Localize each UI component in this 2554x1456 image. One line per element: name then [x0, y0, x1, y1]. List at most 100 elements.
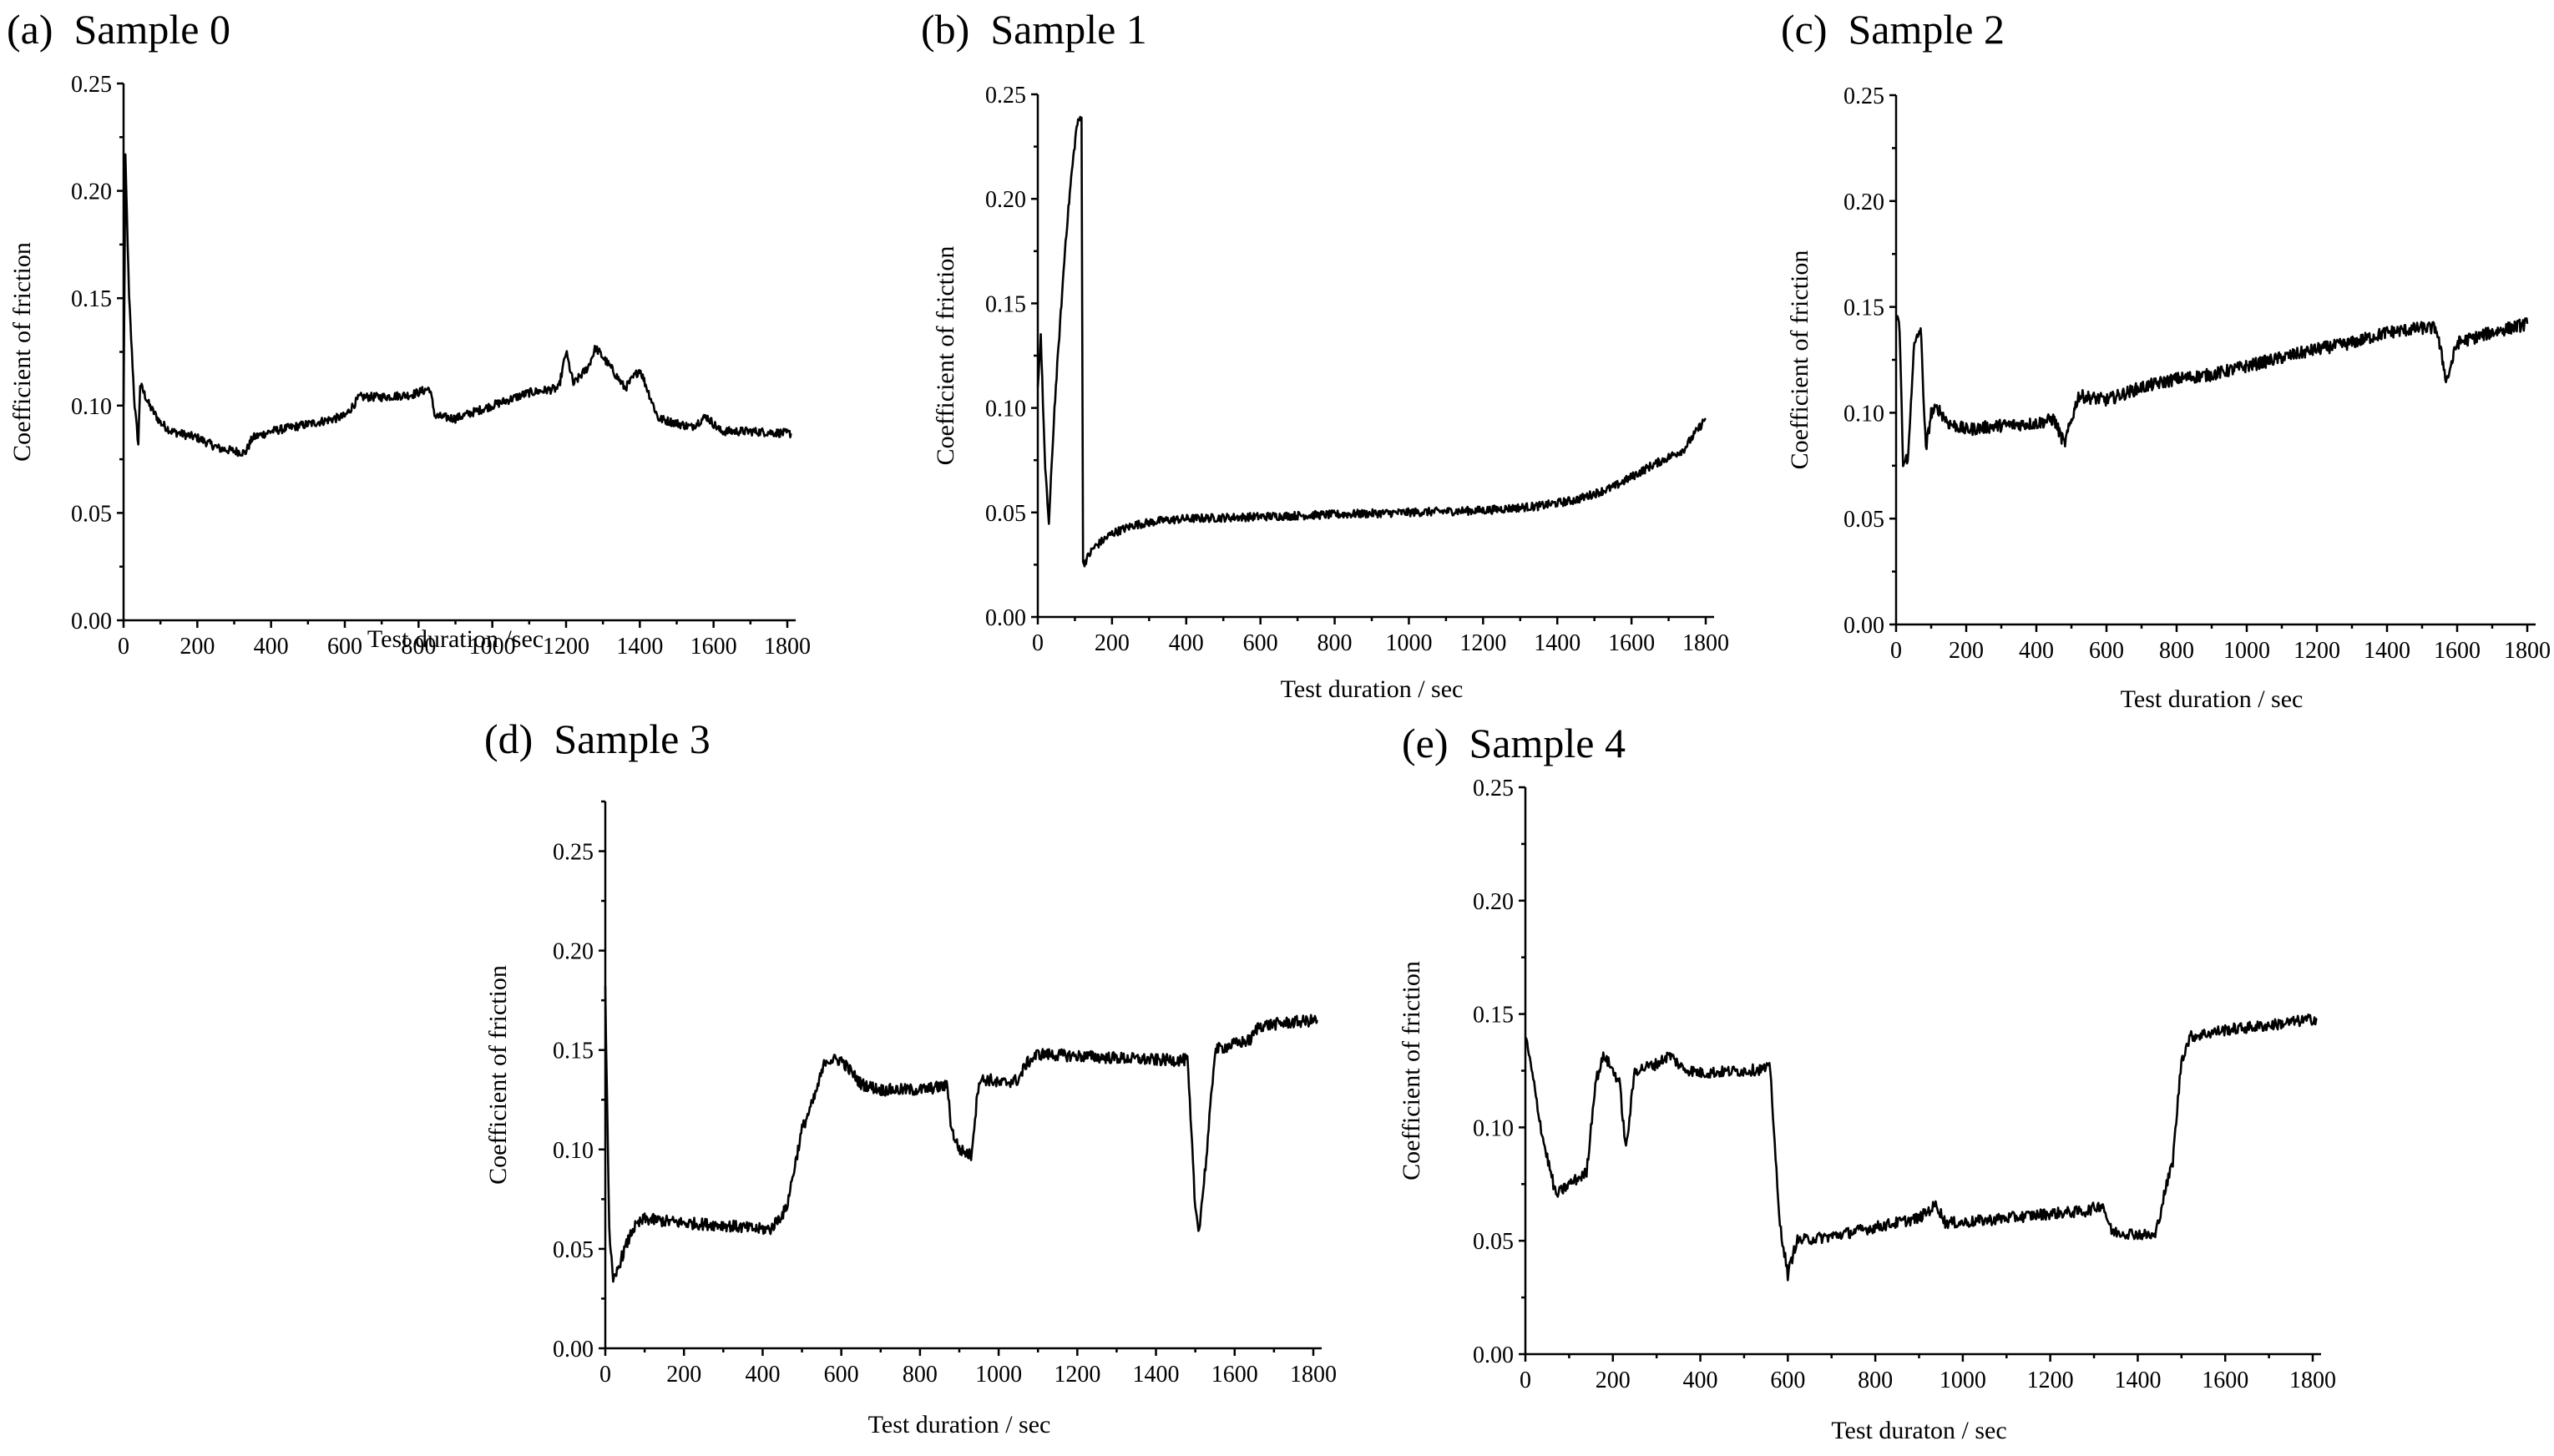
panel-title: (e) Sample 4	[1402, 720, 1626, 766]
x-tick-label: 800	[401, 634, 436, 660]
y-axis-label: Coefficient of friction	[1786, 250, 1813, 470]
x-tick-label: 1000	[2223, 638, 2270, 664]
series-line	[1036, 115, 1707, 568]
x-tick-label: 0	[1520, 1368, 1531, 1393]
y-tick-label: 0.25	[1473, 776, 1514, 801]
x-tick-label: 1600	[2434, 638, 2481, 664]
series-line	[1525, 1013, 2318, 1282]
y-tick-label: 0.25	[553, 840, 594, 866]
x-tick-label: 400	[745, 1362, 780, 1388]
x-tick-label: 800	[903, 1362, 938, 1388]
panel-title: (a) Sample 0	[7, 6, 230, 53]
x-tick-label: 800	[1858, 1368, 1893, 1393]
x-tick-label: 1000	[469, 634, 516, 660]
panel-title-gap	[1828, 6, 1848, 53]
y-tick-label: 0.20	[1843, 190, 1884, 215]
y-tick-label: 0.10	[553, 1138, 594, 1164]
panel-title: (d) Sample 3	[484, 715, 711, 762]
y-axis-label: Coefficient of friction	[484, 965, 512, 1185]
panel-e: (e) Sample 4 0.00 0.05 0.10 0.15 0.20 0.25 0 200…	[1398, 720, 2336, 1444]
y-tick-label: 0.20	[71, 179, 112, 205]
panel-title-text: Sample 2	[1848, 6, 2005, 53]
y-tick-label: 0.05	[1843, 507, 1884, 533]
y-tick-label: 0.05	[985, 501, 1026, 527]
x-tick-label: 1400	[1133, 1362, 1180, 1388]
panel-label: (d)	[484, 715, 533, 762]
x-tick-label: 1000	[1385, 630, 1432, 656]
panel-title-text: Sample 0	[74, 6, 230, 53]
y-tick-label: 0.05	[71, 501, 112, 527]
y-tick-label: 0.00	[1843, 613, 1884, 639]
panel-label: (a)	[7, 6, 53, 53]
y-tick-label: 0.10	[1843, 401, 1884, 427]
panel-title-text: Sample 1	[990, 6, 1146, 53]
y-axis-label: Coefficient of friction	[8, 242, 36, 462]
x-tick-label: 200	[1949, 638, 1984, 664]
panel-title: (c) Sample 2	[1781, 6, 2005, 53]
x-tick-label: 1600	[1211, 1362, 1258, 1388]
y-tick-label: 0.15	[71, 286, 112, 312]
panel-label: (c)	[1781, 6, 1828, 53]
panel-title-text: Sample 4	[1469, 720, 1626, 766]
x-tick-label: 1600	[1608, 630, 1655, 656]
series-line	[122, 153, 792, 458]
panel-title: (b) Sample 1	[921, 6, 1147, 53]
panel-a: (a) Sample 0 0.00 0.05 0.10 0.15 0.20 0.25 0 200…	[7, 6, 811, 660]
y-axis-label: Coefficient of friction	[1398, 961, 1425, 1180]
y-tick-label: 0.25	[1843, 83, 1884, 109]
x-tick-label: 1000	[975, 1362, 1022, 1388]
x-tick-label: 1400	[1534, 630, 1580, 656]
x-tick-label: 200	[180, 634, 215, 660]
x-tick-label: 600	[327, 634, 362, 660]
panel-title-gap	[53, 6, 74, 53]
x-axis-label: Test duration / sec	[2121, 685, 2304, 713]
y-tick-label: 0.20	[985, 187, 1026, 213]
x-tick-label: 400	[1683, 1368, 1718, 1393]
y-tick-label: 0.25	[71, 72, 112, 98]
y-tick-label: 0.00	[553, 1337, 594, 1362]
y-tick-label: 0.15	[1843, 296, 1884, 321]
x-tick-label: 200	[1596, 1368, 1631, 1393]
x-tick-label: 1200	[2027, 1368, 2074, 1393]
x-tick-label: 1200	[1054, 1362, 1100, 1388]
panel-title-gap	[969, 6, 990, 53]
x-tick-label: 0	[118, 634, 129, 660]
x-tick-label: 1800	[1290, 1362, 1337, 1388]
y-tick-label: 0.00	[1473, 1342, 1514, 1368]
x-tick-label: 1800	[764, 634, 811, 660]
y-tick-label: 0.15	[1473, 1003, 1514, 1029]
panel-label: (b)	[921, 6, 969, 53]
x-tick-label: 1000	[1940, 1368, 1986, 1393]
panel-title-gap	[1449, 720, 1469, 766]
panel-c: (c) Sample 2 0.00 0.05 0.10 0.15 0.20 0.25 0 200…	[1781, 6, 2551, 713]
y-tick-label: 0.05	[1473, 1229, 1514, 1255]
x-tick-label: 400	[1169, 630, 1204, 656]
y-axis-label: Coefficient of friction	[932, 246, 959, 466]
panel-d: (d) Sample 3 0.00 0.05 0.10 0.15 0.20 0.25 0 200…	[484, 715, 1337, 1438]
x-axis-label: Test duration / sec	[868, 1411, 1051, 1438]
series-line	[604, 986, 1318, 1283]
x-tick-label: 400	[254, 634, 289, 660]
x-tick-label: 1600	[690, 634, 737, 660]
y-tick-label: 0.00	[985, 605, 1026, 631]
x-tick-label: 0	[599, 1362, 611, 1388]
y-tick-label: 0.20	[553, 939, 594, 965]
panel-label: (e)	[1402, 720, 1449, 766]
x-tick-label: 1600	[2202, 1368, 2248, 1393]
x-tick-label: 200	[666, 1362, 701, 1388]
y-tick-label: 0.05	[553, 1237, 594, 1263]
y-tick-label: 0.10	[1473, 1115, 1514, 1141]
x-tick-label: 1200	[1459, 630, 1506, 656]
x-tick-label: 1800	[1682, 630, 1729, 656]
panel-b: (b) Sample 1 0.00 0.05 0.10 0.15 0.20 0.25 0 200…	[921, 6, 1729, 703]
x-axis-label: Test duraton / sec	[1831, 1417, 2006, 1444]
y-tick-label: 0.15	[553, 1039, 594, 1064]
x-axis-label: Test duration / sec	[1281, 675, 1464, 703]
x-tick-label: 400	[2019, 638, 2054, 664]
x-tick-label: 0	[1890, 638, 1902, 664]
y-tick-label: 0.25	[985, 83, 1026, 109]
x-tick-label: 800	[1317, 630, 1353, 656]
x-tick-label: 1400	[616, 634, 663, 660]
x-tick-label: 0	[1032, 630, 1044, 656]
